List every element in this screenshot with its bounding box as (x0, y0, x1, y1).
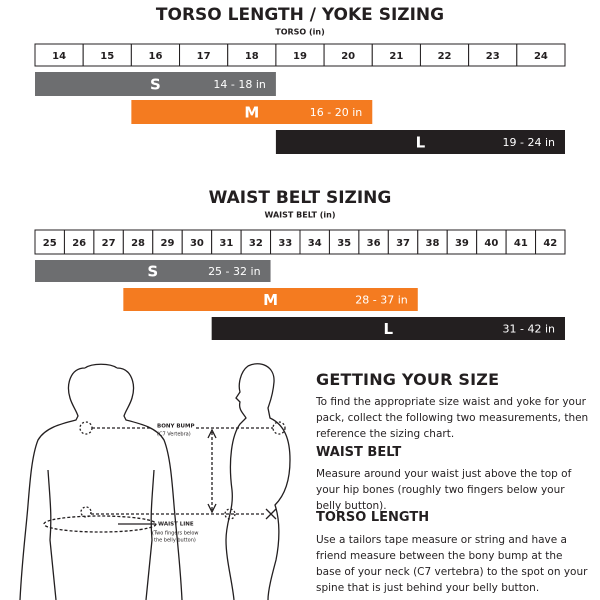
scale-label: 28 (131, 238, 145, 249)
size-label: S (147, 263, 158, 281)
size-bar (131, 100, 373, 124)
size-bar (123, 288, 418, 311)
size-label: S (150, 76, 161, 94)
scale-label: 27 (102, 238, 116, 249)
scale-label: 36 (367, 238, 381, 249)
front-body (19, 363, 183, 600)
section-title: TORSO LENGTH / YOKE SIZING (156, 5, 444, 25)
waist-label: WAIST LINE (158, 522, 194, 528)
scale-label: 24 (534, 51, 548, 62)
scale-label: 25 (43, 238, 57, 249)
scale-label: 32 (249, 238, 263, 249)
scale-label: 29 (161, 238, 175, 249)
scale-cell (211, 229, 242, 255)
scale-label: 37 (396, 238, 410, 249)
scale-label: 35 (337, 238, 351, 249)
size-label: L (384, 320, 394, 338)
bump-note: (C7 Vertebra) (157, 432, 191, 438)
scale-label: 38 (426, 238, 440, 249)
waist-mark (265, 508, 277, 520)
scale-label: 34 (308, 238, 322, 249)
size-label: M (263, 291, 278, 309)
front-waist (80, 506, 92, 518)
size-range: 14 - 18 in (213, 78, 266, 91)
scale-label: 23 (486, 51, 500, 62)
waist-note: the belly button) (154, 538, 196, 544)
scale-label: 17 (197, 51, 211, 62)
scale-label: 42 (543, 238, 557, 249)
waist-note: (Two fingers below (152, 531, 199, 537)
figure (19, 363, 291, 600)
scale-label: 22 (438, 51, 452, 62)
scale-label: 39 (455, 238, 469, 249)
scale-cell (34, 229, 65, 255)
side-bump (272, 421, 286, 435)
section-title: WAIST BELT SIZING (209, 188, 392, 208)
scale-cell (299, 229, 330, 255)
guide-title: GETTING YOUR SIZE (316, 370, 500, 389)
scale-label: 26 (72, 238, 86, 249)
size-range: 19 - 24 in (503, 136, 556, 149)
scale-cell (476, 229, 507, 255)
scale-label: 30 (190, 238, 204, 249)
measure-arrow (207, 428, 217, 514)
front-bump (79, 421, 93, 435)
side-body (225, 363, 291, 600)
section-text: Measure around your waist just above the… (316, 468, 572, 512)
section-text: Use a tailors tape measure or string and… (316, 534, 588, 594)
scale-cell (270, 229, 301, 255)
scale-label: 33 (278, 238, 292, 249)
scale-label: 41 (514, 238, 528, 249)
scale-label: 18 (245, 51, 259, 62)
scale-label: 20 (341, 51, 355, 62)
scale-label: 16 (148, 51, 162, 62)
axis-label: WAIST BELT (in) (265, 211, 336, 220)
scale-cell (358, 229, 389, 255)
size-range: 25 - 32 in (208, 265, 261, 278)
scale-label: 40 (484, 238, 498, 249)
scale-cell (417, 229, 448, 255)
size-range: 31 - 42 in (503, 323, 556, 336)
section-heading: TORSO LENGTH (316, 510, 430, 525)
scale-label: 15 (100, 51, 114, 62)
size-bar (35, 72, 276, 96)
scale-cell (446, 229, 478, 255)
axis-label: TORSO (in) (275, 28, 325, 37)
scale-label: 19 (293, 51, 307, 62)
scale-cell (152, 229, 183, 255)
scale-label: 31 (219, 238, 233, 249)
size-label: L (416, 134, 426, 152)
scale-cell (63, 229, 95, 255)
size-bar (211, 317, 565, 340)
size-range: 28 - 37 in (355, 294, 408, 307)
scale-cell (93, 229, 124, 255)
scale-cell (387, 229, 419, 255)
scale-label: 21 (389, 51, 403, 62)
bump-label: BONY BUMP (157, 424, 195, 430)
guide-intro: To find the appropriate size waist and y… (316, 396, 589, 440)
side-waist (224, 508, 236, 520)
size-label: M (244, 104, 259, 122)
scale-label: 14 (52, 51, 66, 62)
size-bar (35, 260, 271, 282)
scale-cell (535, 229, 566, 255)
size-bar (275, 130, 565, 154)
section-heading: WAIST BELT (316, 445, 402, 460)
size-range: 16 - 20 in (310, 106, 363, 119)
scale-cell (516, 43, 566, 67)
